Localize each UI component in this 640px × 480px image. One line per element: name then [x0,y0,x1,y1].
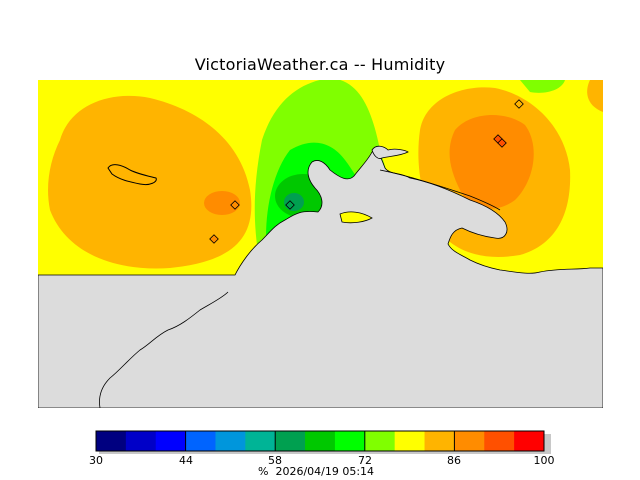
legend-swatch [155,431,187,451]
legend-tick: 86 [447,454,461,467]
legend-swatch [424,431,455,451]
legend-tick: 72 [358,454,372,467]
coast-line [99,291,229,408]
legend-swatch [305,431,336,451]
legend-swatch [394,431,426,451]
legend-swatch [215,431,246,451]
legend-swatch [334,431,366,451]
station-marker [209,234,219,244]
timestamp: 2026/04/19 05:14 [275,465,375,478]
legend-footer: % 2026/04/19 05:14 [258,465,374,478]
legend-swatch [185,431,216,451]
legend-tick: 58 [268,454,282,467]
humidity-zone-orange-edge [587,80,603,112]
station-marker [230,200,240,210]
station-marker [514,99,524,109]
station-marker [285,200,295,210]
station-marker [497,138,507,148]
legend-colorbar [95,430,551,454]
humidity-zone-dark-orange-east [449,114,534,209]
legend-swatch [96,431,127,451]
inlet [339,211,373,224]
humidity-zone-teal [284,193,304,211]
legend-swatch [454,431,485,451]
map-title: VictoriaWeather.ca -- Humidity [194,55,446,74]
legend-swatch [484,431,515,451]
humidity-zone-light-green-ne [520,80,565,93]
lake [107,164,157,185]
humidity-zone-dark-orange-west [204,191,240,215]
station-markers [209,99,524,244]
legend-tick: 100 [533,454,555,467]
legend-swatch [125,431,157,451]
humidity-field [38,80,603,408]
legend-swatch [275,431,306,451]
river-line [379,169,501,211]
legend-swatch [364,431,396,451]
legend-swatch [514,431,545,451]
legend-swatch [245,431,276,451]
legend-tick: 44 [179,454,193,467]
legend-tick: 30 [89,454,103,467]
unit-label: % [258,465,269,478]
island-north [371,145,409,159]
